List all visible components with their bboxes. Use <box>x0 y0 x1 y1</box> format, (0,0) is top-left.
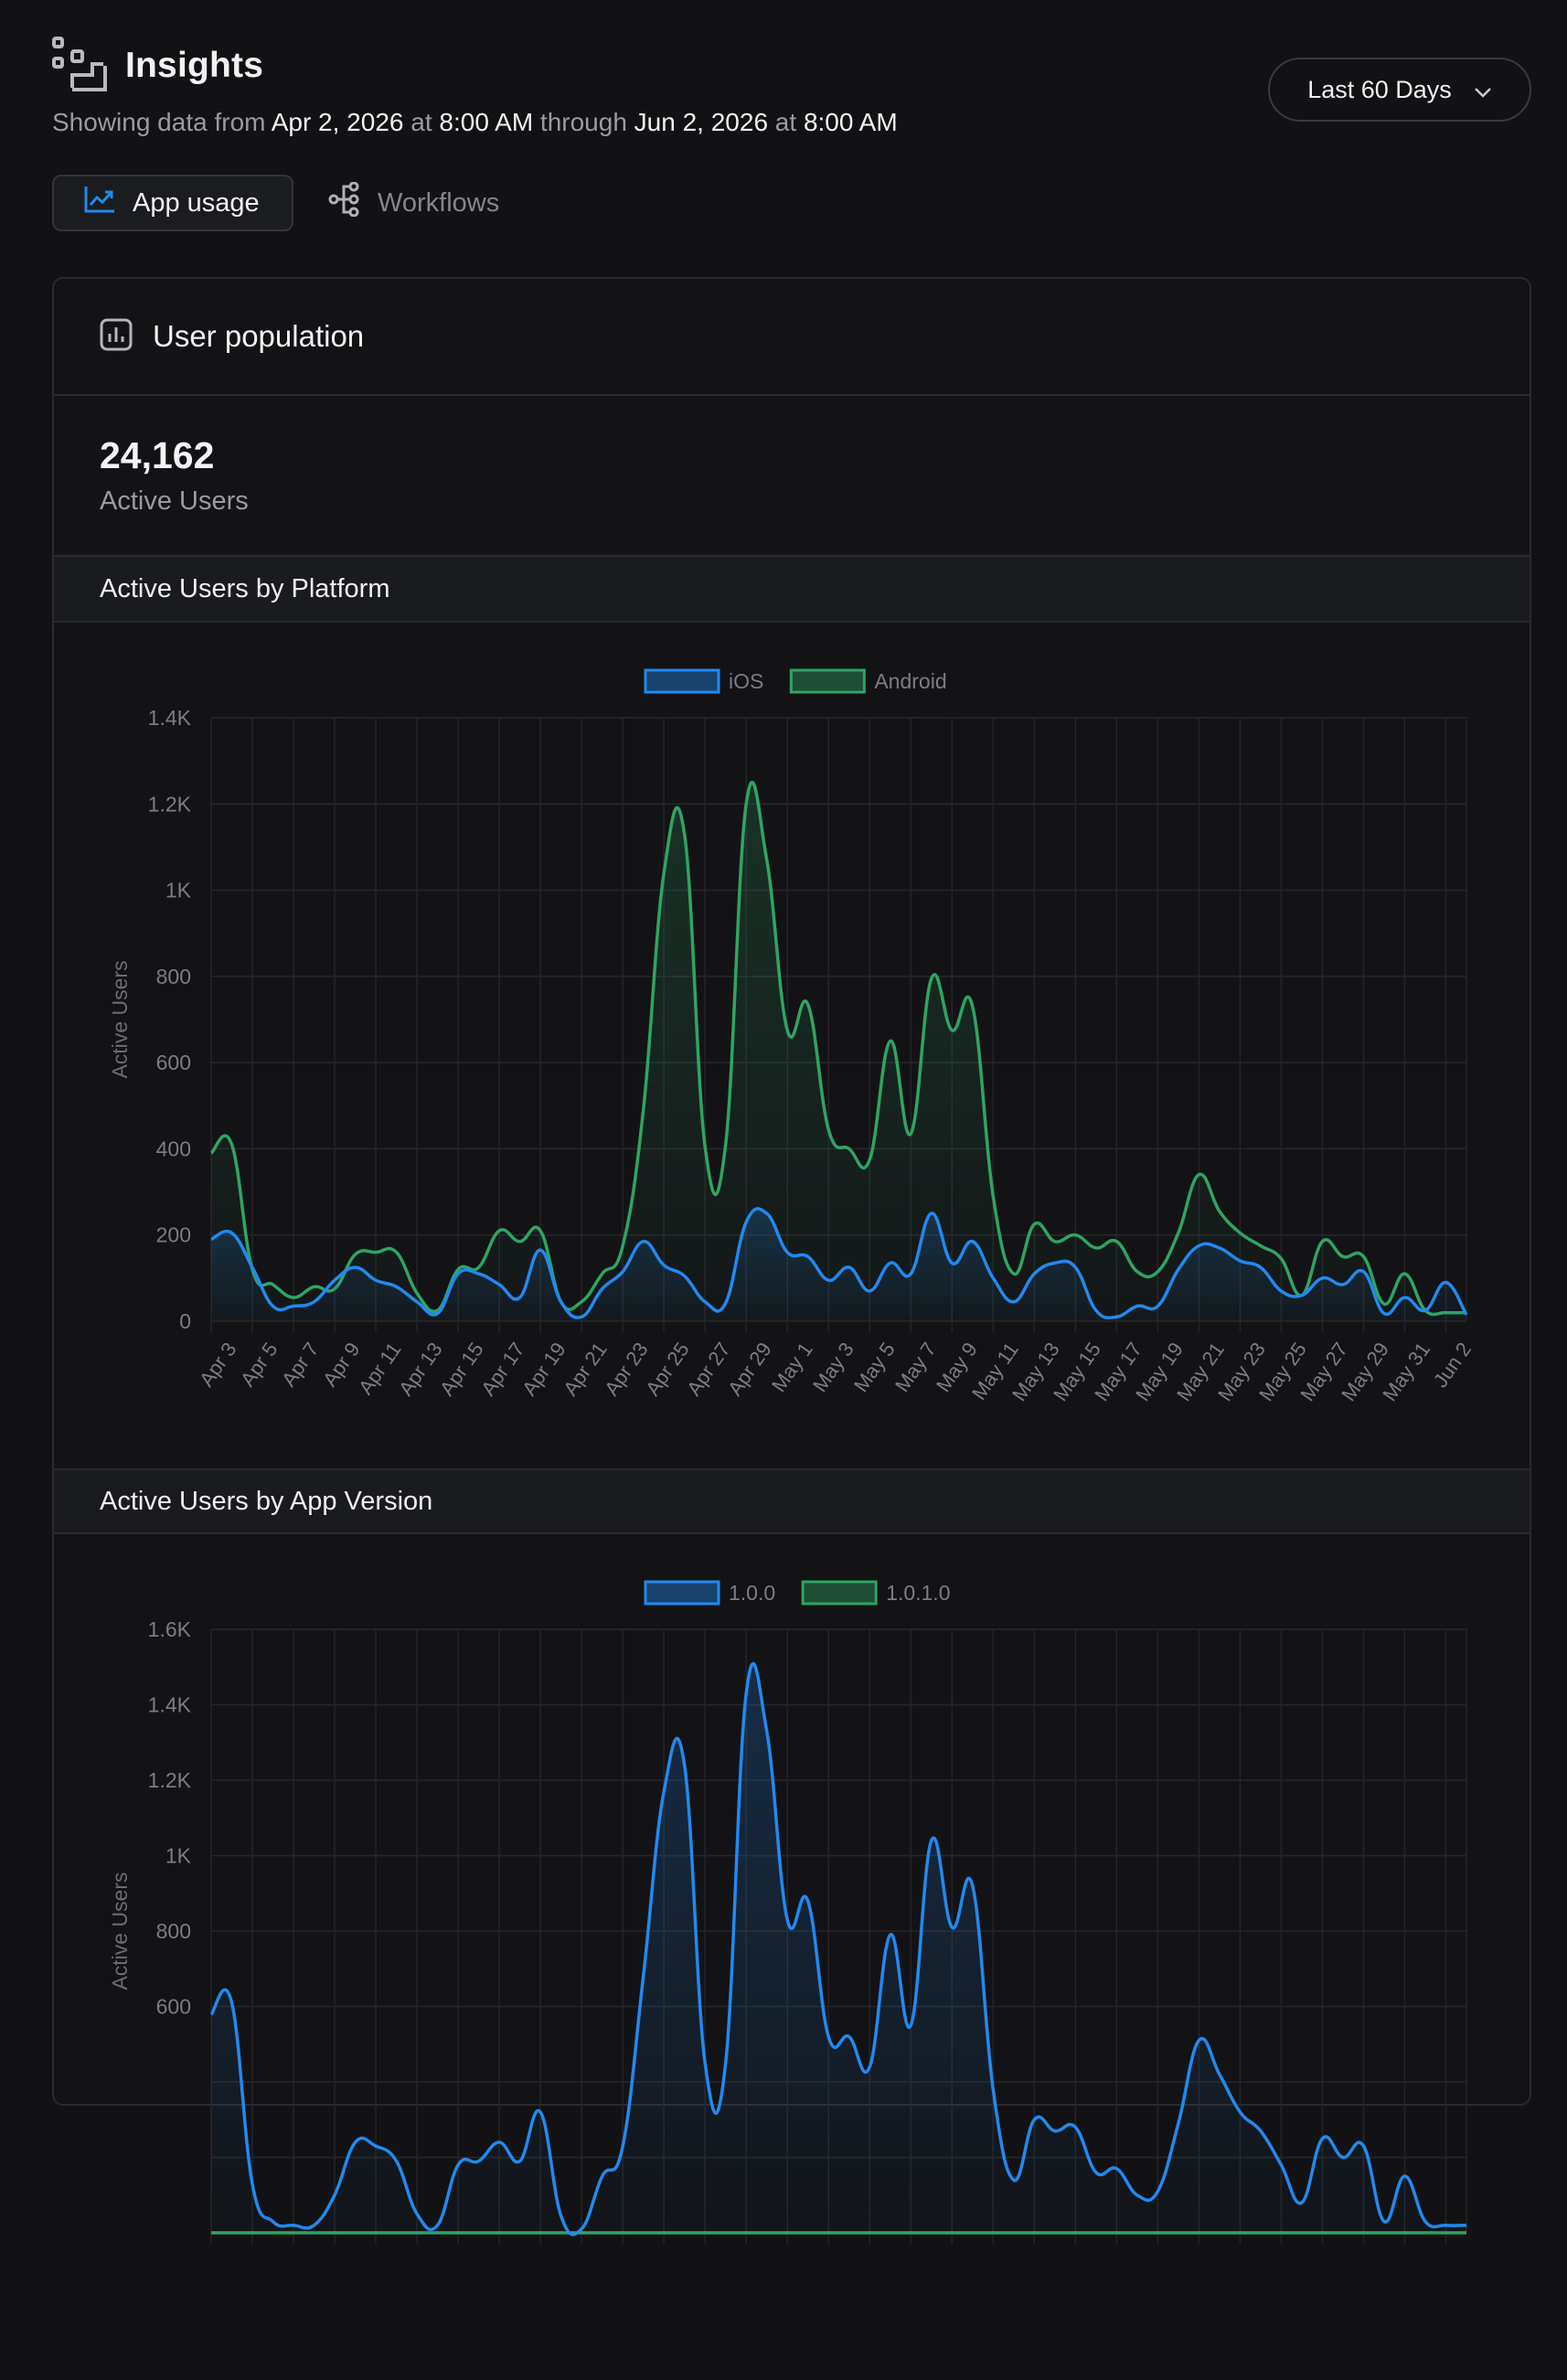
x-tick-label: May 5 <box>849 1339 900 1396</box>
page-header: Insights Showing data from Apr 2, 2026 a… <box>52 35 1531 137</box>
legend-swatch[interactable] <box>789 668 866 694</box>
date-range-dropdown[interactable]: Last 60 Days <box>1268 58 1531 122</box>
x-tick-label: Apr 25 <box>641 1339 694 1400</box>
x-tick-label: Apr 13 <box>394 1339 447 1400</box>
x-tick-label: Apr 21 <box>559 1339 612 1400</box>
date-range-summary: Showing data from Apr 2, 2026 at 8:00 AM… <box>52 108 898 136</box>
insights-icon <box>52 37 107 95</box>
x-tick-label: Apr 3 <box>195 1339 241 1391</box>
x-tick-label: May 7 <box>890 1339 941 1396</box>
legend-swatch[interactable] <box>644 668 720 694</box>
x-tick-label: Jun 2 <box>1429 1339 1476 1392</box>
chevron-down-icon <box>1474 76 1492 104</box>
y-axis-label: Active Users <box>108 1872 132 1990</box>
legend-swatch[interactable] <box>801 1580 878 1606</box>
y-axis-label: Active Users <box>108 960 132 1078</box>
legend-label[interactable]: Android <box>874 669 946 693</box>
metric-value: 24,162 <box>100 434 215 476</box>
chart-section-header: Active Users by App Version <box>54 1468 1530 1534</box>
x-tick-label: Apr 27 <box>682 1339 735 1400</box>
legend-swatch[interactable] <box>644 1580 720 1606</box>
series-area <box>211 1663 1466 2235</box>
tab-label: App usage <box>133 187 260 218</box>
bar-chart-icon <box>100 318 133 356</box>
line-chart-icon <box>83 185 116 221</box>
y-tick-label: 200 <box>156 1223 191 1247</box>
x-tick-label: May 1 <box>767 1339 817 1396</box>
series-area <box>211 1208 1466 1321</box>
y-tick-label: 800 <box>156 965 191 988</box>
tab-workflows[interactable]: Workflows <box>328 175 527 231</box>
y-tick-label: 600 <box>156 1995 191 2019</box>
panel-title: User population <box>153 319 365 353</box>
page-title: Insights <box>125 46 264 85</box>
workflow-icon <box>328 181 361 224</box>
x-tick-label: Apr 23 <box>600 1339 653 1400</box>
x-tick-label: Apr 29 <box>723 1339 776 1400</box>
platform-chart: 0 200 400 600 800 1K 1.2K 1.4K Active Users Apr 3… <box>108 668 1476 1405</box>
y-tick-label: 400 <box>156 1137 191 1160</box>
x-tick-label: Apr 5 <box>236 1339 282 1391</box>
tab-label: Workflows <box>378 187 500 218</box>
platform-chart-container: 0 200 400 600 800 1K 1.2K 1.4K Active Users Apr 3… <box>54 623 1530 1468</box>
active-users-metric: 24,162 Active Users <box>54 396 1530 557</box>
x-tick-label: May 3 <box>808 1339 858 1396</box>
y-tick-label: 1.6K <box>148 1617 192 1641</box>
chart-section-header: Active Users by Platform <box>54 557 1530 623</box>
legend-label[interactable]: iOS <box>729 669 763 693</box>
x-tick-label: Apr 17 <box>476 1339 529 1400</box>
tab-app-usage[interactable]: App usage <box>52 175 293 231</box>
y-tick-label: 1.2K <box>148 792 192 816</box>
x-tick-label: Apr 15 <box>435 1339 488 1400</box>
series-area <box>211 782 1466 1321</box>
legend-label[interactable]: 1.0.1.0 <box>886 1581 950 1605</box>
y-tick-label: 600 <box>156 1051 191 1074</box>
y-tick-label: 1K <box>165 1844 192 1868</box>
y-tick-label: 1.4K <box>148 706 192 730</box>
y-tick-label: 1.2K <box>148 1768 192 1792</box>
user-population-panel: User population 24,162 Active Users Acti… <box>52 277 1531 2244</box>
panel-header: User population <box>54 279 1530 396</box>
date-range-label: Last 60 Days <box>1307 75 1452 103</box>
app-version-chart-container: 600 800 1K 1.2K 1.4K 1.6K Active Users 1.0.0 1.0… <box>54 1534 1530 2380</box>
app-version-chart: 600 800 1K 1.2K 1.4K 1.6K Active Users 1.0.0 1.0… <box>108 1580 1467 2244</box>
x-tick-label: Apr 7 <box>277 1339 324 1391</box>
y-tick-label: 800 <box>156 1919 191 1943</box>
tab-bar: App usage Workflows <box>52 175 527 231</box>
y-tick-label: 1.4K <box>148 1693 192 1717</box>
legend-label[interactable]: 1.0.0 <box>729 1581 775 1605</box>
metric-label: Active Users <box>100 486 249 516</box>
x-tick-label: Apr 19 <box>517 1339 570 1400</box>
y-tick-label: 0 <box>179 1309 191 1333</box>
y-tick-label: 1K <box>165 879 192 902</box>
series-line <box>210 1207 1468 1320</box>
